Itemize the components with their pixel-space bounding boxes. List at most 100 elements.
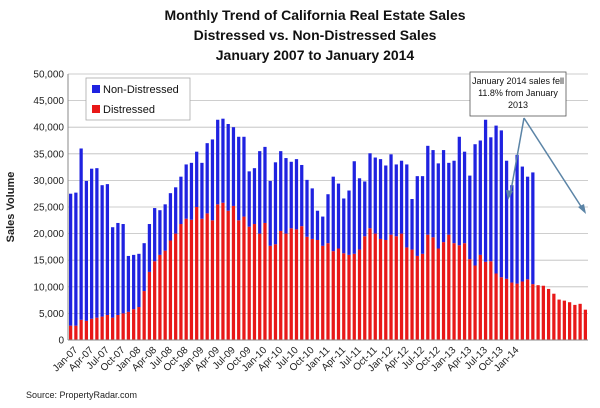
bar-distressed (273, 244, 278, 340)
bar-distressed (452, 243, 456, 340)
bar-distressed (289, 228, 293, 340)
bar-distressed (441, 242, 446, 340)
bar-non-distressed (142, 243, 146, 292)
bar-non-distressed (384, 165, 388, 240)
bar-distressed (300, 226, 304, 340)
bar-distressed (326, 243, 330, 340)
bar-non-distressed (462, 151, 467, 244)
bar-distressed (431, 237, 435, 340)
y-tick-label: 45,000 (33, 96, 64, 107)
bar-distressed (158, 254, 162, 340)
bar-distressed (90, 318, 94, 340)
bar-distressed (200, 218, 204, 340)
bar-distressed (546, 288, 551, 340)
bar-non-distressed (258, 151, 262, 234)
annotation-arrow-left (509, 117, 525, 197)
bar-distressed (357, 249, 362, 340)
bar-distressed (378, 238, 383, 340)
bar-non-distressed (268, 180, 272, 246)
bar-non-distressed (147, 224, 152, 272)
bar-distressed (310, 238, 314, 340)
bar-distressed (347, 254, 351, 340)
bar-distressed (237, 220, 241, 340)
annotation-arrow-right (523, 117, 585, 212)
chart-title-line-2: Distressed vs. Non-Distressed Sales (194, 27, 437, 43)
y-tick-label: 40,000 (33, 123, 64, 134)
bar-non-distressed (336, 183, 341, 249)
bar-non-distressed (226, 124, 230, 211)
bar-non-distressed (294, 159, 299, 230)
bar-distressed (394, 236, 398, 340)
bar-non-distressed (174, 187, 178, 234)
bar-non-distressed (247, 171, 251, 227)
bar-distressed (205, 213, 209, 340)
legend-swatch-distressed (92, 105, 100, 113)
bar-non-distressed (441, 150, 446, 243)
bar-distressed (399, 233, 404, 340)
bar-distressed (195, 207, 199, 340)
bar-non-distressed (331, 176, 335, 252)
bar-distressed (184, 218, 188, 340)
bar-distressed (331, 251, 335, 340)
bar-distressed (457, 245, 461, 340)
y-tick-label: 15,000 (33, 256, 64, 267)
bar-distressed (483, 261, 488, 340)
bar-non-distressed (436, 163, 440, 249)
bar-distressed (410, 249, 414, 340)
bar-distressed (258, 233, 262, 340)
bar-non-distressed (415, 176, 419, 256)
bar-non-distressed (237, 136, 241, 221)
bar-distressed (562, 300, 566, 340)
bar-distressed (179, 224, 183, 340)
bar-non-distressed (242, 136, 246, 217)
bar-distressed (252, 224, 257, 340)
bar-non-distressed (132, 254, 136, 310)
bar-non-distressed (326, 194, 330, 244)
bar-distressed (132, 309, 136, 340)
y-tick-label: 10,000 (33, 282, 64, 293)
bar-non-distressed (111, 227, 115, 318)
bar-distressed (520, 281, 524, 340)
annotation: January 2014 sales fell 11.8% from Janua… (469, 71, 586, 214)
x-axis-ticks: Jan-07Apr-07Jul-07Oct-07Jan-08Apr-08Jul-… (51, 345, 522, 375)
bar-non-distressed (426, 145, 430, 235)
chart-title-line-3: January 2007 to January 2014 (216, 47, 415, 63)
bar-distressed (95, 317, 99, 340)
bar-distressed (384, 239, 388, 340)
bar-distressed (242, 216, 246, 340)
bar-non-distressed (368, 153, 372, 229)
bar-non-distressed (300, 164, 304, 227)
bar-distressed (231, 205, 236, 340)
bar-non-distressed (420, 176, 425, 254)
bar-distressed (515, 283, 519, 340)
bar-distressed (111, 317, 115, 340)
bar-distressed (336, 248, 341, 340)
bar-distressed (447, 234, 451, 340)
bar-distressed (426, 234, 430, 340)
bar-distressed (68, 325, 73, 340)
bar-non-distressed (252, 168, 257, 225)
source-note: Source: PropertyRadar.com (26, 390, 137, 400)
bar-non-distressed (342, 198, 346, 254)
annotation-box (469, 71, 567, 117)
bar-non-distressed (357, 178, 362, 250)
bar-distressed (147, 271, 152, 340)
chart-title-line-1: Monthly Trend of California Real Estate … (164, 7, 465, 23)
annotation-line-2: 11.8% from January (478, 88, 558, 98)
bar-non-distressed (389, 154, 393, 235)
bar-distressed (510, 282, 514, 340)
y-tick-label: 25,000 (33, 203, 64, 214)
bar-non-distressed (447, 162, 451, 235)
bar-non-distressed (153, 208, 157, 262)
annotation-arrowhead-left (506, 190, 513, 200)
bar-non-distressed (121, 224, 125, 314)
bar-non-distressed (95, 168, 99, 318)
bar-non-distressed (84, 180, 89, 321)
bar-non-distressed (347, 190, 351, 255)
bar-distressed (74, 325, 78, 340)
bar-non-distressed (90, 168, 94, 319)
bar-non-distressed (410, 199, 414, 250)
bar-non-distressed (168, 193, 173, 241)
bar-distressed (462, 243, 467, 340)
